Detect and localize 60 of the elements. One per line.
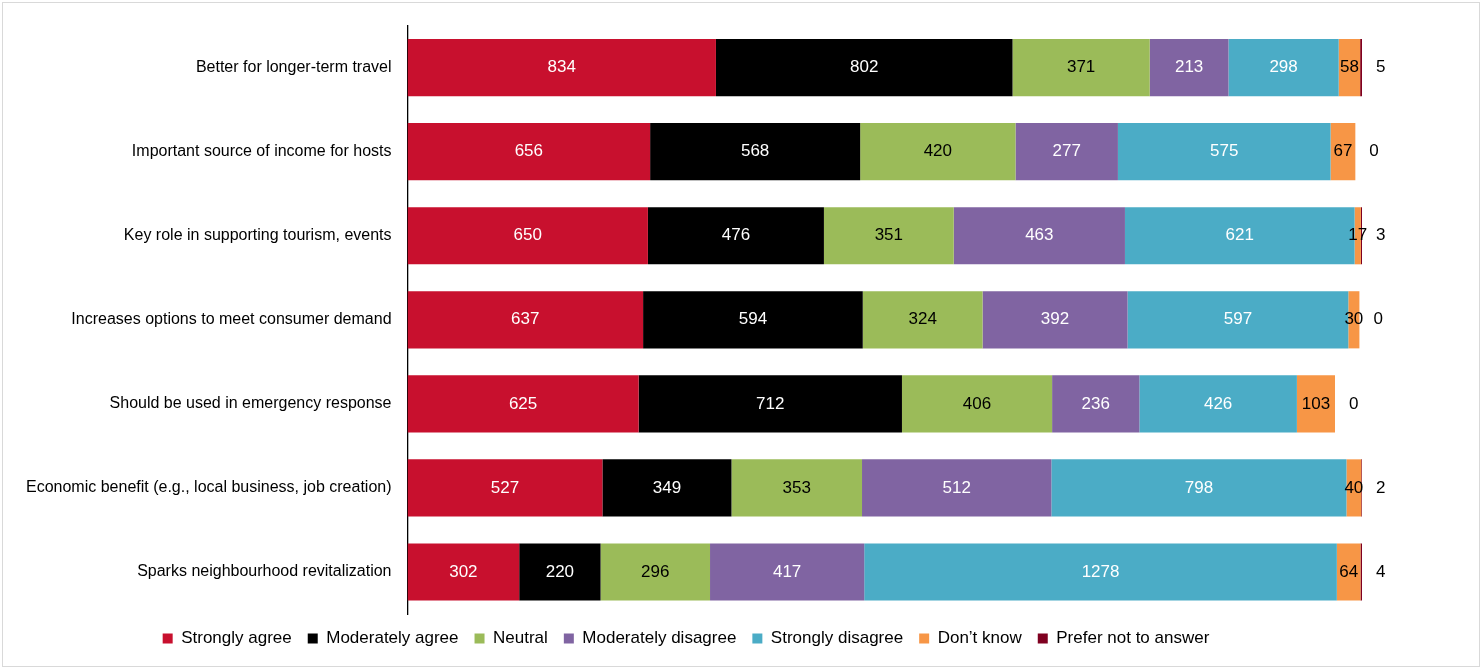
- data-label: 2: [1376, 477, 1386, 497]
- data-label: 4: [1376, 561, 1386, 581]
- data-label: 527: [490, 477, 520, 497]
- data-label: 103: [1301, 393, 1331, 413]
- y-tick-label: Sparks neighbourhood revitalization: [137, 562, 392, 580]
- legend-label: Neutral: [493, 628, 548, 648]
- data-label: 834: [547, 57, 576, 77]
- data-label: 371: [1066, 57, 1096, 77]
- data-label: 712: [756, 393, 785, 413]
- data-label: 298: [1269, 57, 1298, 77]
- data-label: 798: [1184, 477, 1214, 497]
- y-tick-label: Important source of income for hosts: [131, 142, 392, 160]
- data-label: 236: [1081, 393, 1110, 413]
- legend-label: Moderately agree: [326, 628, 459, 648]
- data-label: 575: [1210, 141, 1239, 161]
- data-label: 463: [1025, 225, 1054, 245]
- legend-label: Prefer not to answer: [1056, 628, 1210, 648]
- data-label: 3: [1376, 225, 1386, 245]
- data-label: 220: [545, 561, 575, 581]
- data-label: 353: [782, 477, 811, 497]
- data-label: 637: [511, 309, 540, 329]
- legend-label: Strongly agree: [181, 628, 292, 648]
- legend-label: Moderately disagree: [582, 628, 737, 648]
- y-tick-label: Better for longer-term travel: [195, 58, 392, 76]
- data-label: 296: [641, 561, 670, 581]
- data-label: 1278: [1081, 561, 1120, 581]
- data-label: 420: [923, 141, 953, 161]
- data-label: 597: [1223, 309, 1253, 329]
- data-label: 0: [1373, 309, 1383, 329]
- data-label: 650: [513, 225, 542, 245]
- data-label: 621: [1225, 225, 1254, 245]
- data-label: 349: [652, 477, 682, 497]
- data-label: 67: [1333, 141, 1353, 161]
- data-label: 512: [942, 477, 971, 497]
- data-label: 417: [772, 561, 802, 581]
- data-label: 392: [1040, 309, 1070, 329]
- data-label: 594: [738, 309, 768, 329]
- legend-label: Don’t know: [937, 628, 1023, 648]
- data-label: 351: [874, 225, 904, 245]
- data-label: 5: [1376, 57, 1386, 77]
- data-label: 802: [850, 57, 879, 77]
- data-label: 213: [1174, 57, 1204, 77]
- data-label: 58: [1339, 57, 1359, 77]
- data-label: 277: [1052, 141, 1081, 161]
- data-label: 0: [1349, 393, 1359, 413]
- data-label: 64: [1339, 561, 1359, 581]
- data-label: 625: [508, 393, 538, 413]
- data-label: 324: [908, 309, 937, 329]
- data-label: 656: [514, 141, 544, 161]
- data-label: 426: [1203, 393, 1233, 413]
- data-label: 302: [449, 561, 478, 581]
- data-label: 0: [1369, 141, 1379, 161]
- y-tick-label: Should be used in emergency response: [109, 394, 392, 412]
- legend-label: Strongly disagree: [770, 628, 904, 648]
- data-label: 568: [740, 141, 770, 161]
- y-tick-label: Key role in supporting tourism, events: [123, 226, 392, 244]
- data-label: 406: [962, 393, 992, 413]
- data-label: 476: [721, 225, 751, 245]
- y-tick-label: Increases options to meet consumer demand: [71, 310, 392, 328]
- y-tick-label: Economic benefit (e.g., local business, job creation): [25, 478, 392, 496]
